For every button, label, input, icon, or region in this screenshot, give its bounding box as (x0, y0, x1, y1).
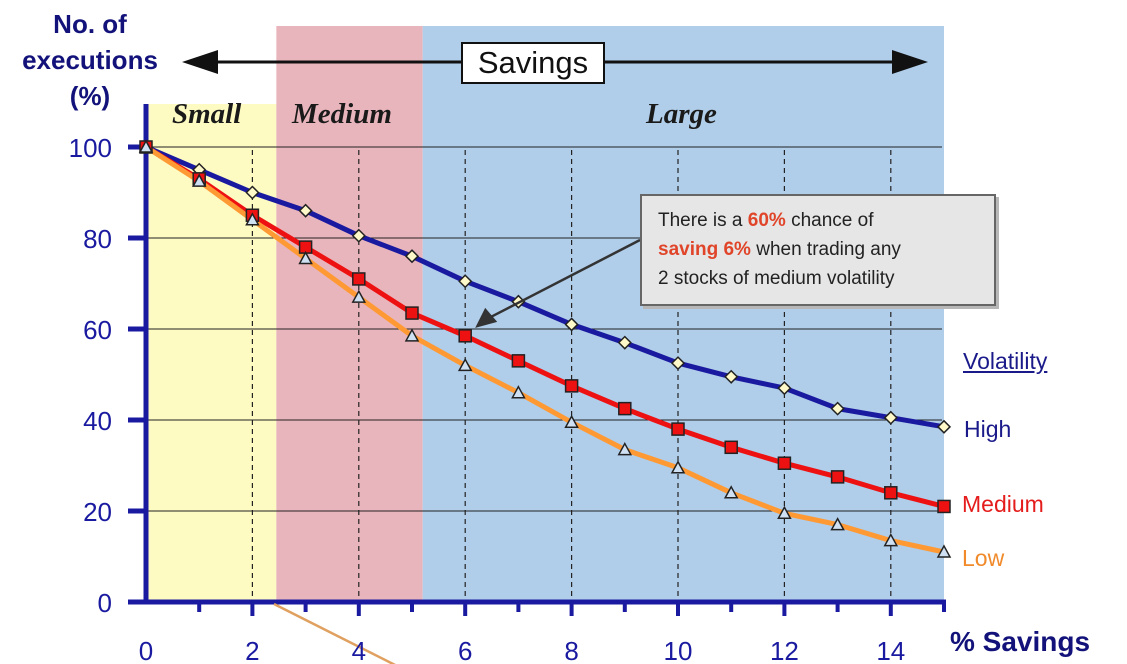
marker-medium-12 (777, 456, 792, 470)
callout-line-2-post: when trading any (750, 239, 901, 260)
marker-low-1 (191, 173, 207, 187)
savings-banner-label: Savings (461, 42, 605, 84)
series-lines (143, 144, 947, 555)
marker-high-13 (830, 401, 845, 416)
x-tick-label-8: 8 (564, 636, 578, 664)
marker-low-7 (511, 385, 526, 399)
marker-high-5 (404, 249, 420, 264)
marker-low-5 (404, 328, 420, 342)
y-axis-title-line-3: (%) (69, 81, 111, 111)
callout-highlight-saving: saving 6% (658, 239, 751, 260)
marker-high-9 (617, 335, 632, 350)
marker-medium-7 (511, 354, 526, 368)
annotation-callout: There is a 60% chance of saving 6% when … (640, 194, 996, 306)
y-axis-title-line-1: No. of (53, 9, 127, 39)
x-tick-label-12: 12 (770, 636, 799, 664)
y-tick-label-100: 100 (69, 133, 112, 163)
series-markers (138, 139, 952, 558)
axes (138, 104, 946, 664)
region-label-large: Large (646, 98, 717, 130)
x-tick-label-6: 6 (458, 636, 472, 664)
y-axis-title-line-2: executions (22, 45, 158, 75)
marker-high-15 (936, 419, 952, 434)
ticks: 0 20 40 60 80 100 0 2 4 6 8 10 12 14 (69, 133, 946, 664)
callout-arrow-shaft (488, 238, 641, 319)
series-line-medium (143, 144, 947, 509)
x-axis-title: % Savings (950, 626, 1091, 657)
band-small (146, 104, 277, 602)
marker-low-13 (830, 517, 845, 531)
marker-medium-9 (618, 401, 632, 416)
callout-arrow-head (475, 307, 498, 328)
marker-low-4 (351, 289, 367, 303)
marker-medium-6 (458, 329, 472, 343)
marker-medium-14 (884, 486, 898, 500)
y-tick-label-0: 0 (98, 588, 112, 618)
marker-medium-10 (671, 422, 685, 436)
marker-low-2 (245, 212, 260, 226)
y-tick-label-40: 40 (83, 406, 112, 436)
marker-high-6 (458, 274, 473, 289)
marker-medium-5 (405, 306, 419, 320)
series-label-high: High (964, 416, 1012, 442)
marker-high-4 (351, 228, 366, 243)
x-tick-label-0: 0 (139, 636, 153, 664)
callout-arrow (475, 238, 641, 328)
marker-high-14 (883, 410, 898, 425)
callout-highlight-60: 60% (747, 210, 786, 231)
series-line-high (143, 144, 947, 430)
callout-line-3: 2 stocks of medium volatility (658, 268, 895, 289)
marker-high-2 (245, 185, 260, 200)
marker-high-3 (298, 203, 313, 218)
savings-arrow-left-head (182, 50, 218, 74)
x-tick-label-10: 10 (664, 636, 693, 664)
x-tick-label-2: 2 (245, 636, 259, 664)
callout-line-1-post: chance of (785, 210, 874, 231)
marker-high-12 (777, 381, 792, 396)
series-label-low: Low (962, 545, 1005, 571)
marker-low-3 (298, 250, 313, 265)
marker-medium-8 (564, 379, 579, 393)
marker-low-12 (777, 505, 792, 520)
savings-arrow-right-head (892, 50, 928, 74)
series-label-medium: Medium (962, 491, 1044, 517)
y-axis-title: No. of executions (%) (2, 6, 178, 114)
marker-medium-11 (724, 440, 738, 455)
marker-low-11 (723, 485, 739, 499)
marker-medium-4 (352, 272, 366, 286)
marker-low-6 (457, 357, 473, 372)
marker-low-9 (617, 442, 633, 456)
callout-line-2: saving 6% when trading any (658, 235, 982, 264)
lower-diagonal-line (273, 602, 396, 664)
marker-high-8 (564, 317, 579, 332)
region-bands (146, 26, 944, 602)
series-line-low (143, 144, 947, 555)
marker-high-11 (724, 369, 739, 384)
y-tick-label-80: 80 (83, 224, 112, 254)
x-tick-label-14: 14 (876, 636, 905, 664)
x-tick-label-4: 4 (352, 636, 366, 664)
marker-medium-13 (830, 470, 845, 484)
marker-low-14 (883, 533, 899, 547)
band-medium (276, 26, 423, 602)
callout-line-1-pre: There is a (658, 210, 748, 231)
marker-low-8 (564, 414, 579, 429)
y-tick-label-60: 60 (83, 315, 112, 345)
marker-low-15 (936, 544, 952, 558)
marker-medium-15 (937, 499, 951, 514)
region-label-small: Small (172, 98, 242, 130)
y-tick-label-20: 20 (83, 497, 112, 527)
marker-low-0 (138, 139, 154, 153)
region-label-medium: Medium (292, 98, 392, 130)
band-large (422, 26, 944, 602)
marker-high-10 (670, 356, 686, 371)
marker-low-10 (670, 460, 686, 474)
legend-title: Volatility (963, 348, 1048, 374)
callout-line-1: There is a 60% chance of (658, 206, 982, 235)
